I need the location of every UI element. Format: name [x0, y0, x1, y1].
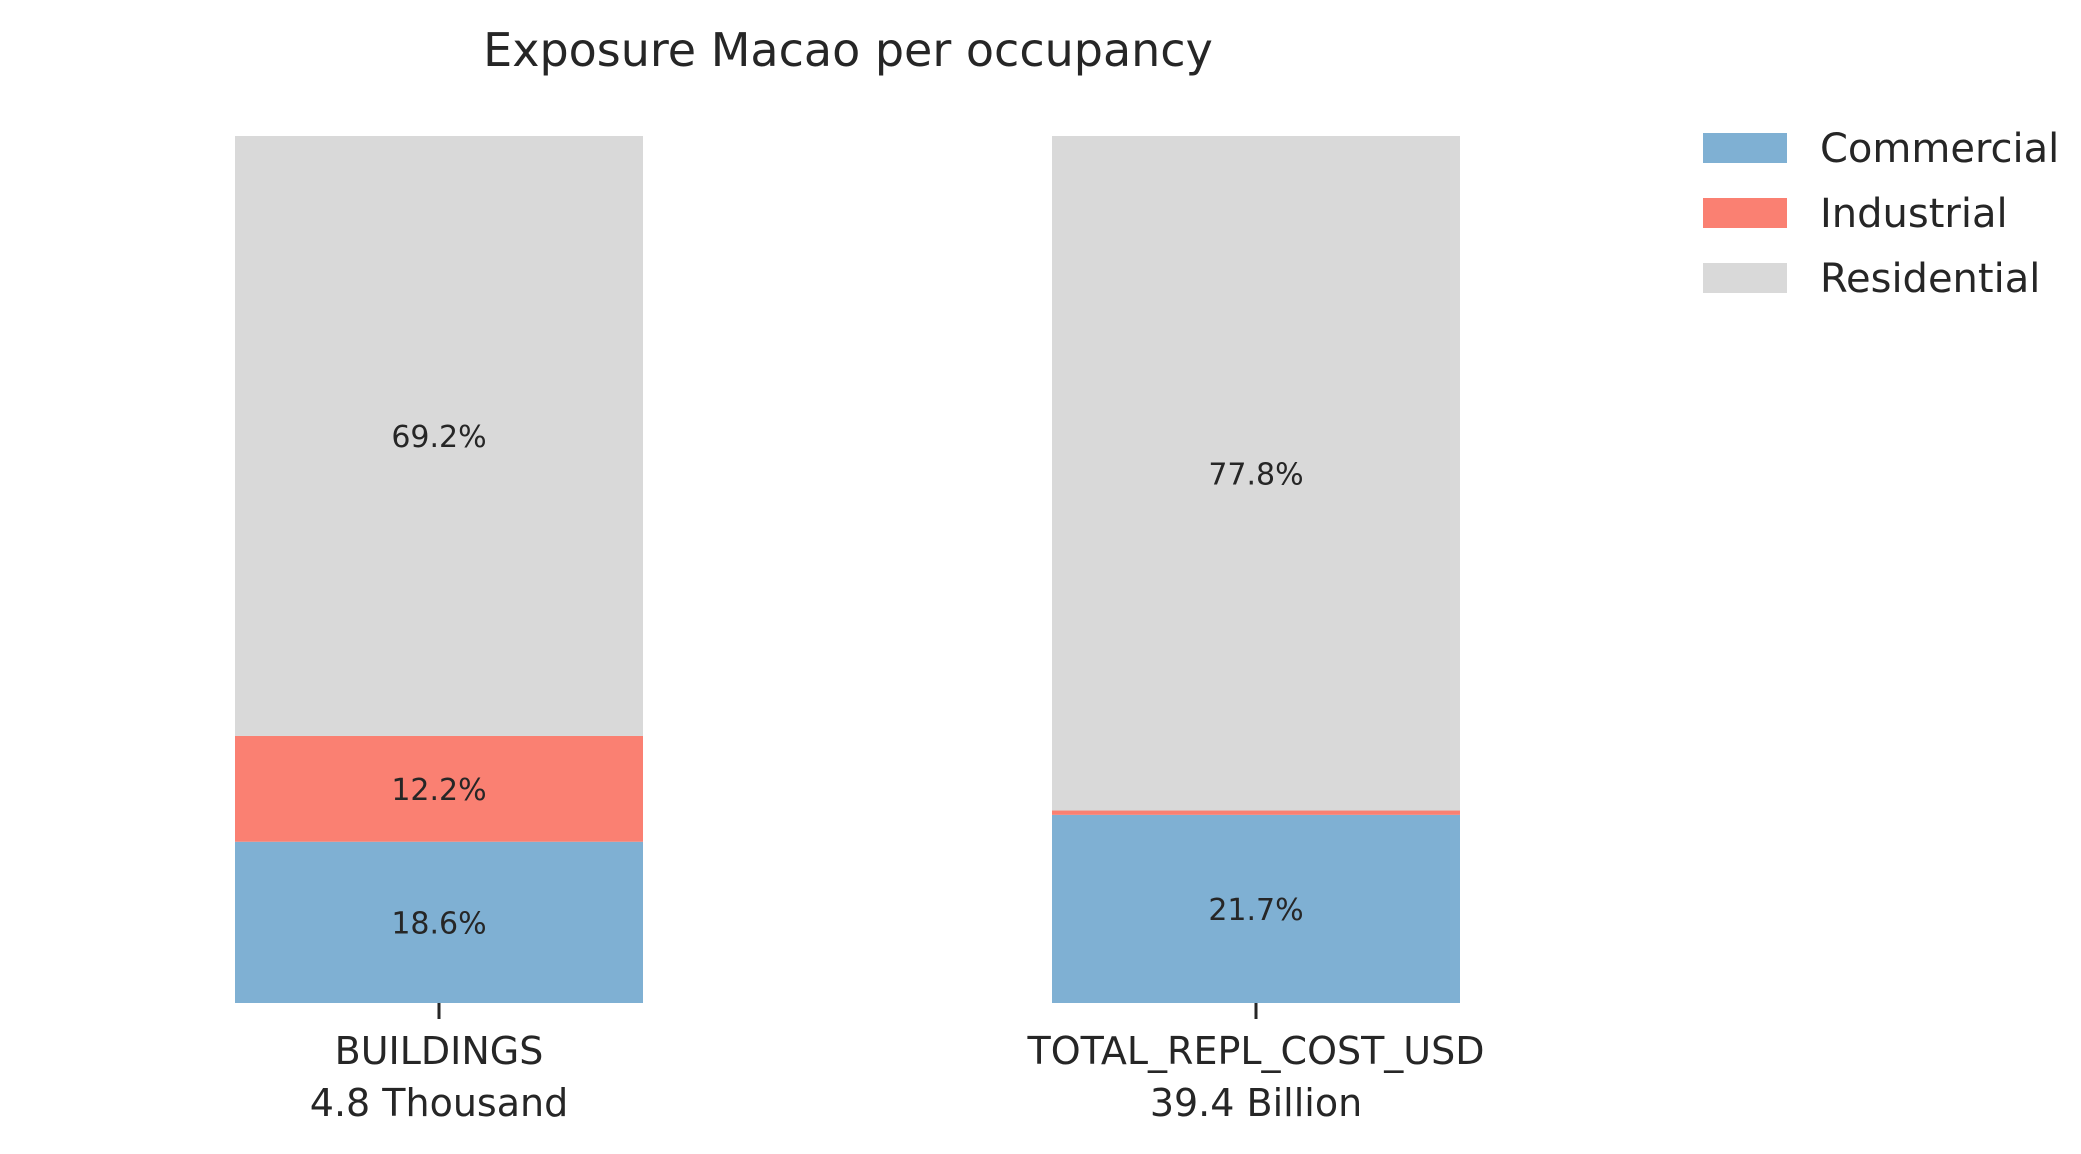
legend-label-industrial: Industrial: [1820, 191, 2008, 237]
bars: [235, 136, 1460, 1003]
bar-residential-1: [1052, 136, 1460, 811]
bar-label-residential-1: 77.8%: [1208, 457, 1303, 492]
legend-swatch-industrial: [1703, 198, 1787, 228]
bar-label-commercial-1: 21.7%: [1208, 893, 1303, 928]
bar-industrial-1: [1052, 810, 1460, 815]
bar-commercial-0: [235, 841, 643, 1003]
bar-industrial-0: [235, 735, 643, 842]
x-tick-label-0: BUILDINGS: [335, 1029, 544, 1073]
chart-title: Exposure Macao per occupancy: [483, 23, 1213, 77]
bar-label-commercial-0: 18.6%: [391, 906, 486, 941]
legend-label-commercial: Commercial: [1820, 126, 2059, 172]
legend-swatch-residential: [1703, 263, 1787, 293]
bar-label-industrial-0: 12.2%: [391, 773, 486, 808]
bar-commercial-1: [1052, 814, 1460, 1003]
x-tick-label-1: TOTAL_REPL_COST_USD: [1026, 1029, 1484, 1073]
bar-residential-0: [235, 136, 643, 736]
legend-swatch-commercial: [1703, 133, 1787, 163]
x-total-label-0: 4.8 Thousand: [310, 1081, 568, 1125]
bar-labels: 18.6% 12.2% 69.2% 21.7% 77.8%: [391, 420, 1303, 941]
x-axis: BUILDINGS 4.8 Thousand TOTAL_REPL_COST_USD…: [310, 1003, 1485, 1125]
bar-label-residential-0: 69.2%: [391, 420, 486, 455]
legend-label-residential: Residential: [1820, 256, 2040, 302]
x-total-label-1: 39.4 Billion: [1150, 1081, 1362, 1125]
legend: Commercial Industrial Residential: [1703, 126, 2059, 302]
